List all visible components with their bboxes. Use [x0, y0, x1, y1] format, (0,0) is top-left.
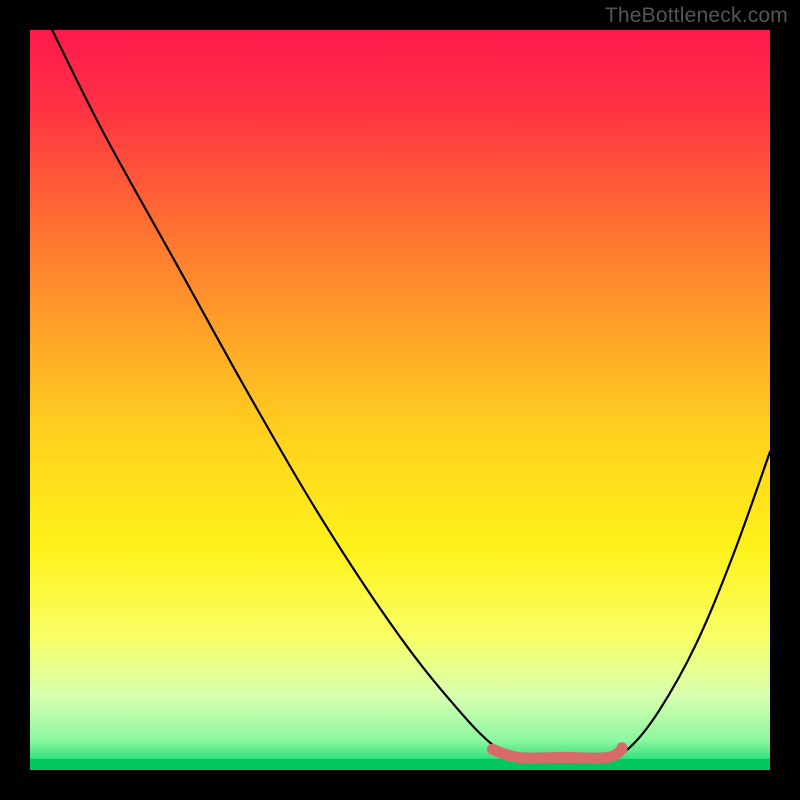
green-floor [30, 759, 770, 770]
plot-area [30, 30, 770, 770]
highlight-end-dot [617, 742, 628, 753]
chart-svg [30, 30, 770, 770]
chart-container: TheBottleneck.com [0, 0, 800, 800]
watermark-text: TheBottleneck.com [605, 4, 788, 28]
gradient-background [30, 30, 770, 770]
